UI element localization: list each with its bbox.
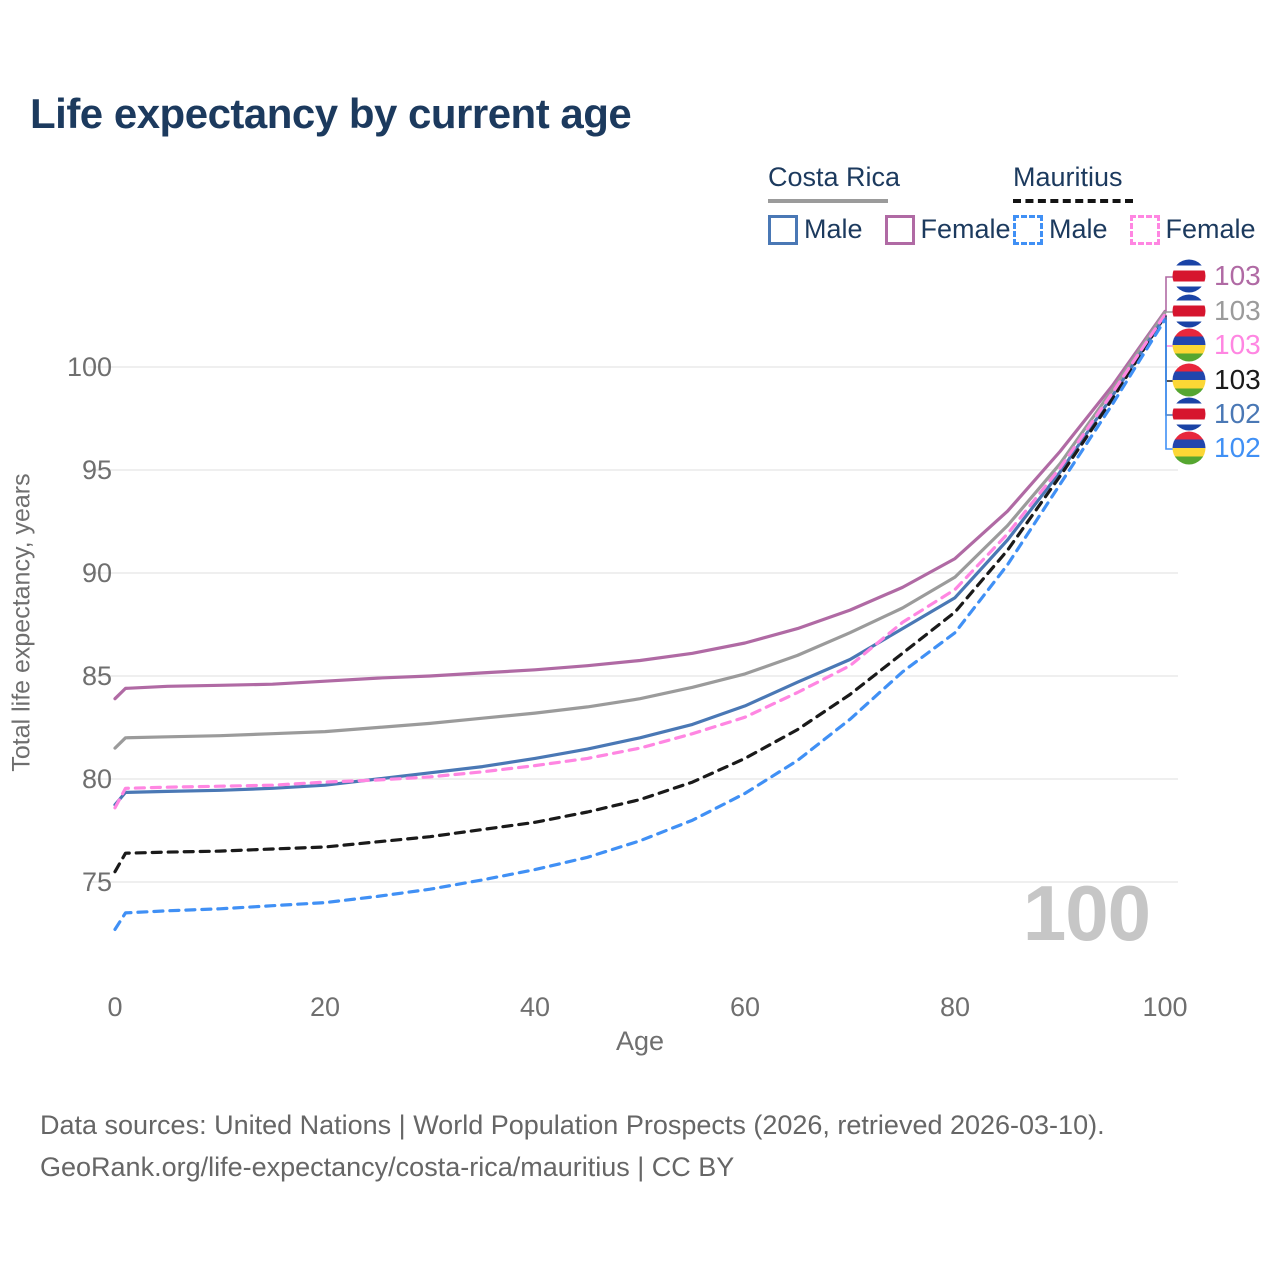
- legend-label-mauritius-female[interactable]: Female: [1165, 214, 1256, 244]
- footer-source-link[interactable]: GeoRank.org/life-expectancy/costa-rica/m…: [40, 1152, 735, 1182]
- series-line-mauritius-both-sexes: [113, 313, 1167, 874]
- costa-rica-flag-icon: [1172, 397, 1206, 431]
- footer: Data sources: United Nations | World Pop…: [40, 1104, 1105, 1188]
- end-label-mauritius-male: 102: [1172, 431, 1261, 465]
- series-line-costa-rica-male: [113, 314, 1167, 807]
- legend-label-costa-rica-female[interactable]: Female: [920, 214, 1011, 244]
- y-tick-75: 75: [81, 867, 112, 897]
- end-label-value: 103: [1214, 260, 1261, 291]
- legend-group-costa-rica: Costa Rica Male Female: [768, 162, 1033, 245]
- end-label-costa-rica-female: 103: [1172, 259, 1261, 293]
- end-label-value: 103: [1214, 295, 1261, 326]
- mauritius-flag-icon: [1172, 328, 1206, 362]
- end-label-value: 102: [1214, 398, 1261, 429]
- legend-swatch-mauritius-male[interactable]: [1013, 214, 1043, 245]
- series-line-mauritius-male: [113, 318, 1167, 932]
- page-title: Life expectancy by current age: [30, 90, 632, 137]
- y-axis-title: Total life expectancy, years: [7, 473, 36, 772]
- legend-swatch-costa-rica-male[interactable]: [768, 214, 798, 245]
- legend-line-sample-mauritius: [1013, 199, 1133, 203]
- end-label-mauritius-female: 103: [1172, 328, 1261, 362]
- legend-group-title-mauritius: Mauritius: [1013, 162, 1123, 192]
- legend-label-costa-rica-male[interactable]: Male: [804, 214, 863, 244]
- legend-group-mauritius: Mauritius Male Female: [1013, 162, 1278, 245]
- age-watermark: 100: [1022, 869, 1151, 957]
- series-line-costa-rica-both-sexes: [113, 310, 1167, 750]
- legend-swatch-costa-rica-female[interactable]: [884, 214, 915, 245]
- x-tick-100: 100: [1142, 992, 1188, 1022]
- x-tick-60: 60: [729, 992, 761, 1022]
- y-tick-80: 80: [81, 764, 112, 794]
- mauritius-flag-icon: [1172, 363, 1206, 397]
- end-label-connector-costa-rica-female: [1165, 276, 1174, 312]
- x-tick-0: 0: [107, 992, 123, 1022]
- end-label-value: 103: [1214, 364, 1261, 395]
- end-label-value: 102: [1214, 432, 1261, 463]
- x-axis-title: Age: [615, 1026, 665, 1056]
- legend-label-mauritius-male[interactable]: Male: [1049, 214, 1108, 244]
- y-tick-90: 90: [81, 558, 112, 588]
- x-tick-20: 20: [309, 992, 341, 1022]
- y-tick-85: 85: [81, 661, 112, 691]
- x-tick-80: 80: [939, 992, 971, 1022]
- costa-rica-flag-icon: [1172, 294, 1206, 328]
- mauritius-flag-icon: [1172, 431, 1206, 465]
- end-label-mauritius-both-sexes: 103: [1172, 363, 1261, 397]
- x-tick-40: 40: [519, 992, 551, 1022]
- y-tick-95: 95: [81, 455, 112, 485]
- series-line-mauritius-female: [113, 312, 1167, 810]
- end-label-connector-mauritius-male: [1165, 319, 1174, 450]
- legend-line-sample-costa-rica: [768, 199, 888, 203]
- legend-swatch-mauritius-female[interactable]: [1129, 214, 1160, 245]
- costa-rica-flag-icon: [1172, 259, 1206, 293]
- end-label-costa-rica-both-sexes: 103: [1172, 294, 1261, 328]
- footer-data-sources: Data sources: United Nations | World Pop…: [40, 1110, 1105, 1140]
- end-label-costa-rica-male: 102: [1172, 397, 1261, 431]
- y-tick-100: 100: [66, 352, 112, 382]
- legend-group-title-costa-rica: Costa Rica: [768, 162, 901, 192]
- series-line-costa-rica-female: [113, 309, 1167, 701]
- end-label-value: 103: [1214, 329, 1261, 360]
